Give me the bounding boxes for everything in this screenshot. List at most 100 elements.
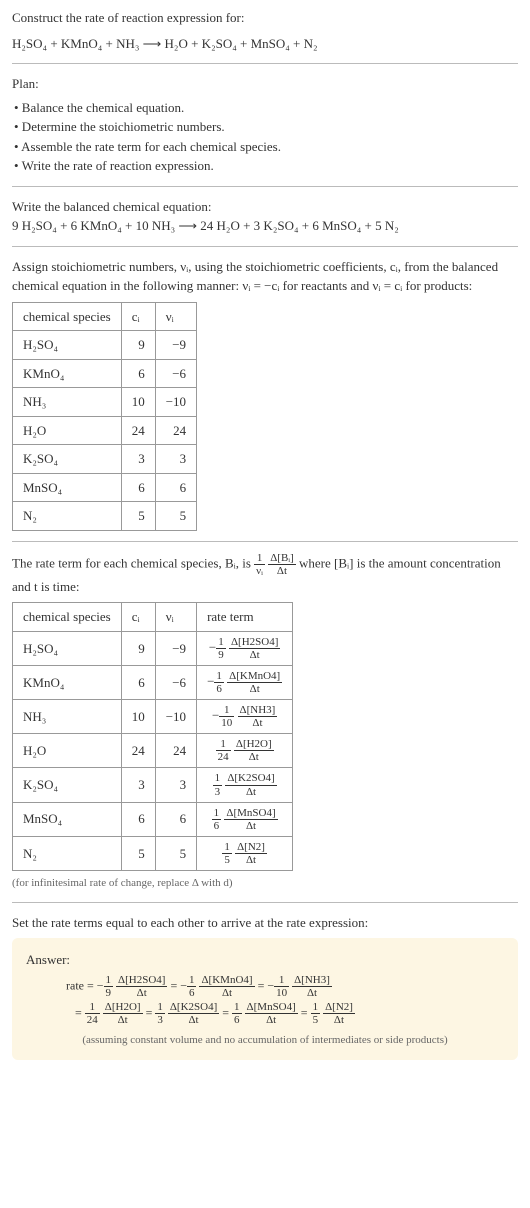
fraction: 16 <box>232 1001 242 1026</box>
divider <box>12 541 518 542</box>
plan-item: • Write the rate of reaction expression. <box>12 156 518 176</box>
plan-item: • Determine the stoichiometric numbers. <box>12 117 518 137</box>
table-row: N₂55 <box>13 502 197 531</box>
cell-vi: −9 <box>155 631 196 665</box>
cell-species: KMnO₄ <box>13 665 122 699</box>
final-label: Set the rate terms equal to each other t… <box>12 913 518 933</box>
infinitesimal-note: (for infinitesimal rate of change, repla… <box>12 875 518 892</box>
col-species: chemical species <box>13 603 122 632</box>
col-vi: νᵢ <box>155 603 196 632</box>
divider <box>12 902 518 903</box>
plan-label: Plan: <box>12 74 518 94</box>
plan-list: • Balance the chemical equation. • Deter… <box>12 98 518 176</box>
cell-species: MnSO₄ <box>13 473 122 502</box>
cell-vi: 5 <box>155 502 196 531</box>
cell-rate-term: 15 Δ[N2]Δt <box>197 836 293 870</box>
table-row: H₂SO₄9−9−19 Δ[H2SO4]Δt <box>13 631 293 665</box>
fraction: 19 <box>104 974 114 999</box>
table-row: H₂O2424124 Δ[H2O]Δt <box>13 734 293 768</box>
fraction: Δ[H2SO4]Δt <box>229 636 280 661</box>
fraction: Δ[NH3]Δt <box>238 704 278 729</box>
fraction: Δ[N2]Δt <box>323 1001 355 1026</box>
table-header-row: chemical species cᵢ νᵢ rate term <box>13 603 293 632</box>
cell-species: N₂ <box>13 502 122 531</box>
fraction: Δ[K2SO4]Δt <box>225 772 276 797</box>
fraction: 15 <box>222 841 232 866</box>
cell-vi: 3 <box>155 768 196 802</box>
cell-vi: 6 <box>155 473 196 502</box>
cell-ci: 3 <box>121 445 155 474</box>
stoich-section: Assign stoichiometric numbers, νᵢ, using… <box>12 257 518 531</box>
col-species: chemical species <box>13 302 122 331</box>
cell-rate-term: −110 Δ[NH3]Δt <box>197 700 293 734</box>
fraction: 16 <box>214 670 224 695</box>
col-rate-term: rate term <box>197 603 293 632</box>
fraction: 16 <box>212 807 222 832</box>
col-ci: cᵢ <box>121 603 155 632</box>
cell-rate-term: 124 Δ[H2O]Δt <box>197 734 293 768</box>
fraction: Δ[KMnO4]Δt <box>227 670 282 695</box>
cell-ci: 5 <box>121 836 155 870</box>
table-row: MnSO₄66 <box>13 473 197 502</box>
fraction: 124 <box>85 1001 100 1026</box>
cell-species: KMnO₄ <box>13 359 122 388</box>
fraction: Δ[H2SO4]Δt <box>116 974 167 999</box>
cell-species: H₂O <box>13 416 122 445</box>
divider <box>12 246 518 247</box>
table-row: KMnO₄6−6 <box>13 359 197 388</box>
rate-term-section: The rate term for each chemical species,… <box>12 552 518 892</box>
cell-ci: 6 <box>121 473 155 502</box>
frac-one-over-vi: 1νᵢ <box>254 552 265 577</box>
table-row: MnSO₄6616 Δ[MnSO4]Δt <box>13 802 293 836</box>
final-section: Set the rate terms equal to each other t… <box>12 913 518 1061</box>
cell-ci: 6 <box>121 665 155 699</box>
cell-rate-term: −19 Δ[H2SO4]Δt <box>197 631 293 665</box>
fraction: 16 <box>187 974 197 999</box>
cell-species: NH₃ <box>13 388 122 417</box>
table-row: K₂SO₄33 <box>13 445 197 474</box>
cell-species: K₂SO₄ <box>13 768 122 802</box>
cell-species: MnSO₄ <box>13 802 122 836</box>
cell-vi: 24 <box>155 416 196 445</box>
fraction: 124 <box>216 738 231 763</box>
plan-item: • Assemble the rate term for each chemic… <box>12 137 518 157</box>
answer-box: Answer: rate = −19 Δ[H2SO4]Δt = −16 Δ[KM… <box>12 938 518 1060</box>
fraction: 13 <box>155 1001 165 1026</box>
cell-ci: 6 <box>121 359 155 388</box>
fraction: Δ[KMnO4]Δt <box>199 974 254 999</box>
cell-vi: −10 <box>155 700 196 734</box>
fraction: Δ[NH3]Δt <box>292 974 332 999</box>
fraction: Δ[N2]Δt <box>235 841 267 866</box>
cell-species: H₂SO₄ <box>13 331 122 360</box>
cell-vi: 3 <box>155 445 196 474</box>
frac-delta-bi: Δ[Bᵢ]Δt <box>268 552 296 577</box>
table-row: H₂SO₄9−9 <box>13 331 197 360</box>
cell-species: H₂SO₄ <box>13 631 122 665</box>
cell-ci: 24 <box>121 416 155 445</box>
cell-ci: 6 <box>121 802 155 836</box>
answer-note: (assuming constant volume and no accumul… <box>26 1032 504 1049</box>
fraction: 15 <box>311 1001 321 1026</box>
divider <box>12 63 518 64</box>
cell-ci: 9 <box>121 331 155 360</box>
table-row: KMnO₄6−6−16 Δ[KMnO4]Δt <box>13 665 293 699</box>
cell-vi: 6 <box>155 802 196 836</box>
header-section: Construct the rate of reaction expressio… <box>12 8 518 53</box>
cell-species: NH₃ <box>13 700 122 734</box>
cell-rate-term: 16 Δ[MnSO4]Δt <box>197 802 293 836</box>
cell-ci: 10 <box>121 388 155 417</box>
table-row: NH₃10−10 <box>13 388 197 417</box>
rate-text-pre: The rate term for each chemical species,… <box>12 555 254 570</box>
fraction: Δ[H2O]Δt <box>103 1001 143 1026</box>
answer-equation: rate = −19 Δ[H2SO4]Δt = −16 Δ[KMnO4]Δt =… <box>26 974 504 1026</box>
rate-prefix: rate = <box>66 978 97 992</box>
answer-label: Answer: <box>26 950 504 970</box>
cell-species: K₂SO₄ <box>13 445 122 474</box>
balanced-equation: 9 H₂SO₄ + 6 KMnO₄ + 10 NH₃ ⟶ 24 H₂O + 3 … <box>12 216 518 236</box>
rate-term-text: The rate term for each chemical species,… <box>12 552 518 597</box>
cell-rate-term: −16 Δ[KMnO4]Δt <box>197 665 293 699</box>
cell-vi: 5 <box>155 836 196 870</box>
cell-ci: 5 <box>121 502 155 531</box>
construct-title: Construct the rate of reaction expressio… <box>12 8 518 28</box>
plan-section: Plan: • Balance the chemical equation. •… <box>12 74 518 176</box>
